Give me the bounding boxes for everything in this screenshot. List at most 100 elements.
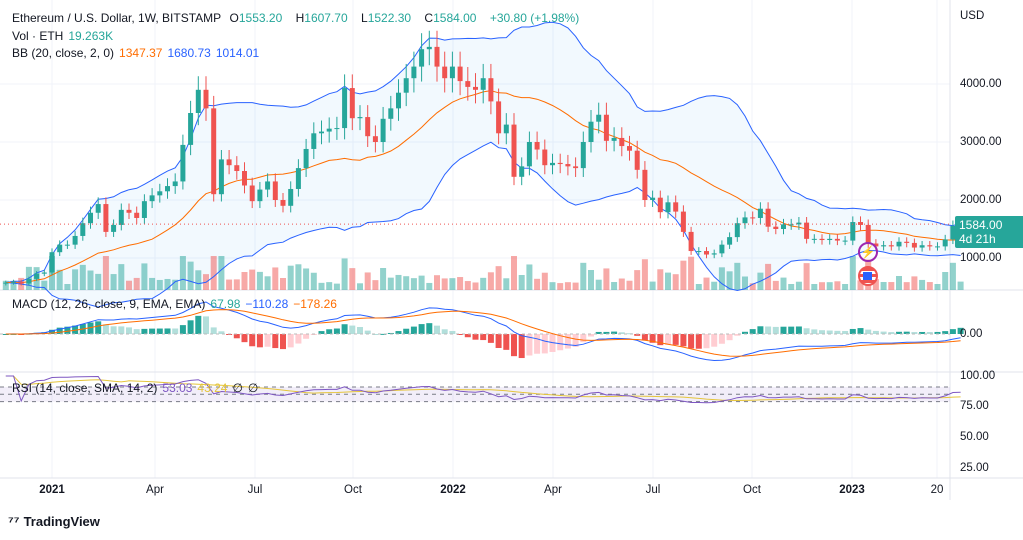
candle-body	[796, 222, 802, 225]
volume-bar	[226, 279, 233, 290]
candle-body	[580, 142, 586, 169]
candle-body	[334, 128, 340, 130]
candle-body	[419, 49, 425, 67]
candle-body	[503, 124, 509, 134]
candle-body	[627, 146, 632, 151]
bb-basis: 1347.37	[119, 46, 163, 60]
macd-histogram-bar	[541, 334, 548, 354]
volume-bar	[926, 282, 933, 290]
macd-histogram-bar	[495, 334, 502, 348]
volume-bar	[357, 283, 363, 290]
candle-body	[565, 164, 571, 167]
time-tick: Oct	[344, 484, 362, 496]
volume-bar	[72, 269, 79, 290]
macd-histogram-bar	[87, 322, 94, 334]
macd-histogram-bar	[911, 332, 918, 334]
lightning-event-icon[interactable]: ⚡	[858, 242, 878, 262]
macd-histogram-bar	[772, 326, 779, 334]
time-tick: Jul	[247, 484, 263, 496]
macd-histogram-bar	[611, 331, 618, 334]
candle-body	[188, 113, 194, 145]
volume-bar	[580, 262, 587, 290]
macd-histogram-bar	[179, 325, 186, 334]
volume-bar	[110, 274, 117, 290]
volume-bar	[649, 281, 656, 290]
candle-body	[249, 185, 255, 202]
candle-body	[642, 169, 648, 200]
candle-body	[904, 241, 910, 243]
volume-bar	[749, 283, 756, 290]
macd-histogram-bar	[557, 334, 564, 351]
volume-bar	[56, 269, 63, 290]
macd-histogram-bar	[195, 315, 202, 334]
volume-bar	[434, 275, 440, 290]
candle-body	[727, 237, 733, 245]
us-flag-event-icon[interactable]	[858, 266, 878, 286]
open-value: 1553.20	[238, 11, 283, 25]
candle-body	[811, 238, 817, 240]
time-tick: Apr	[544, 484, 562, 496]
volume-bar	[911, 276, 918, 290]
volume-bar	[187, 261, 194, 290]
volume-bar	[934, 284, 941, 290]
candle-body	[326, 128, 332, 132]
candle-body	[141, 201, 147, 218]
volume-bar	[295, 264, 302, 290]
price-tick: 4000.00	[960, 78, 1002, 90]
candle-body	[265, 181, 271, 190]
candle-body	[218, 159, 224, 195]
macd-value: −110.28	[245, 297, 289, 311]
rsi-tick: 25.00	[960, 462, 989, 474]
change-value: +30.80 (+1.98%)	[489, 11, 580, 25]
macd-histogram-bar	[734, 334, 741, 336]
macd-histogram-bar	[703, 334, 710, 349]
macd-histogram-bar	[95, 321, 102, 334]
macd-histogram-bar	[595, 331, 602, 334]
candle-body	[881, 245, 887, 247]
macd-line	[5, 301, 961, 362]
candle-body	[72, 235, 78, 245]
candle-body	[442, 66, 448, 79]
macd-signal-value: −178.26	[293, 297, 337, 311]
macd-histogram-bar	[534, 334, 541, 354]
volume-bar	[333, 283, 340, 290]
volume-bar	[102, 256, 109, 290]
volume-bar	[549, 282, 556, 290]
volume-bar	[426, 282, 433, 290]
macd-histogram-bar	[102, 324, 109, 334]
candle-body	[272, 181, 278, 200]
macd-histogram-bar	[934, 331, 941, 334]
macd-histogram-bar	[711, 334, 718, 347]
macd-histogram-bar	[503, 334, 510, 350]
volume-bar	[880, 282, 887, 290]
volume-bar	[557, 283, 564, 290]
volume-bar	[734, 262, 741, 290]
macd-histogram-bar	[695, 334, 702, 349]
volume-bar	[303, 268, 310, 290]
candle-body	[788, 224, 794, 226]
candle-body	[596, 114, 602, 122]
volume-bar	[241, 272, 248, 290]
macd-histogram-bar	[480, 334, 487, 341]
candle-body	[103, 204, 109, 232]
candle-body	[211, 108, 217, 195]
low-label: L	[361, 11, 368, 25]
macd-histogram-bar	[842, 330, 849, 334]
rsi-sma-line	[5, 375, 961, 402]
rsi-legend: RSI (14, close, SMA, 14, 2) 53.03 43.24 ∅ ∅	[12, 381, 263, 395]
macd-histogram-bar	[765, 326, 772, 334]
volume-bar	[703, 277, 710, 290]
rsi-tick: 50.00	[960, 431, 989, 443]
macd-histogram-bar	[280, 334, 286, 350]
candle-body	[226, 159, 232, 166]
tradingview-logo[interactable]: ⁷⁷ TradingView	[8, 513, 100, 529]
macd-histogram-bar	[341, 324, 348, 334]
candle-body	[711, 253, 717, 255]
candle-body	[688, 231, 694, 252]
volume-bar	[280, 278, 286, 290]
candle-body	[342, 88, 348, 129]
candle-body	[526, 142, 532, 167]
macd-histogram-bar	[688, 334, 695, 349]
macd-histogram-bar	[126, 327, 132, 334]
